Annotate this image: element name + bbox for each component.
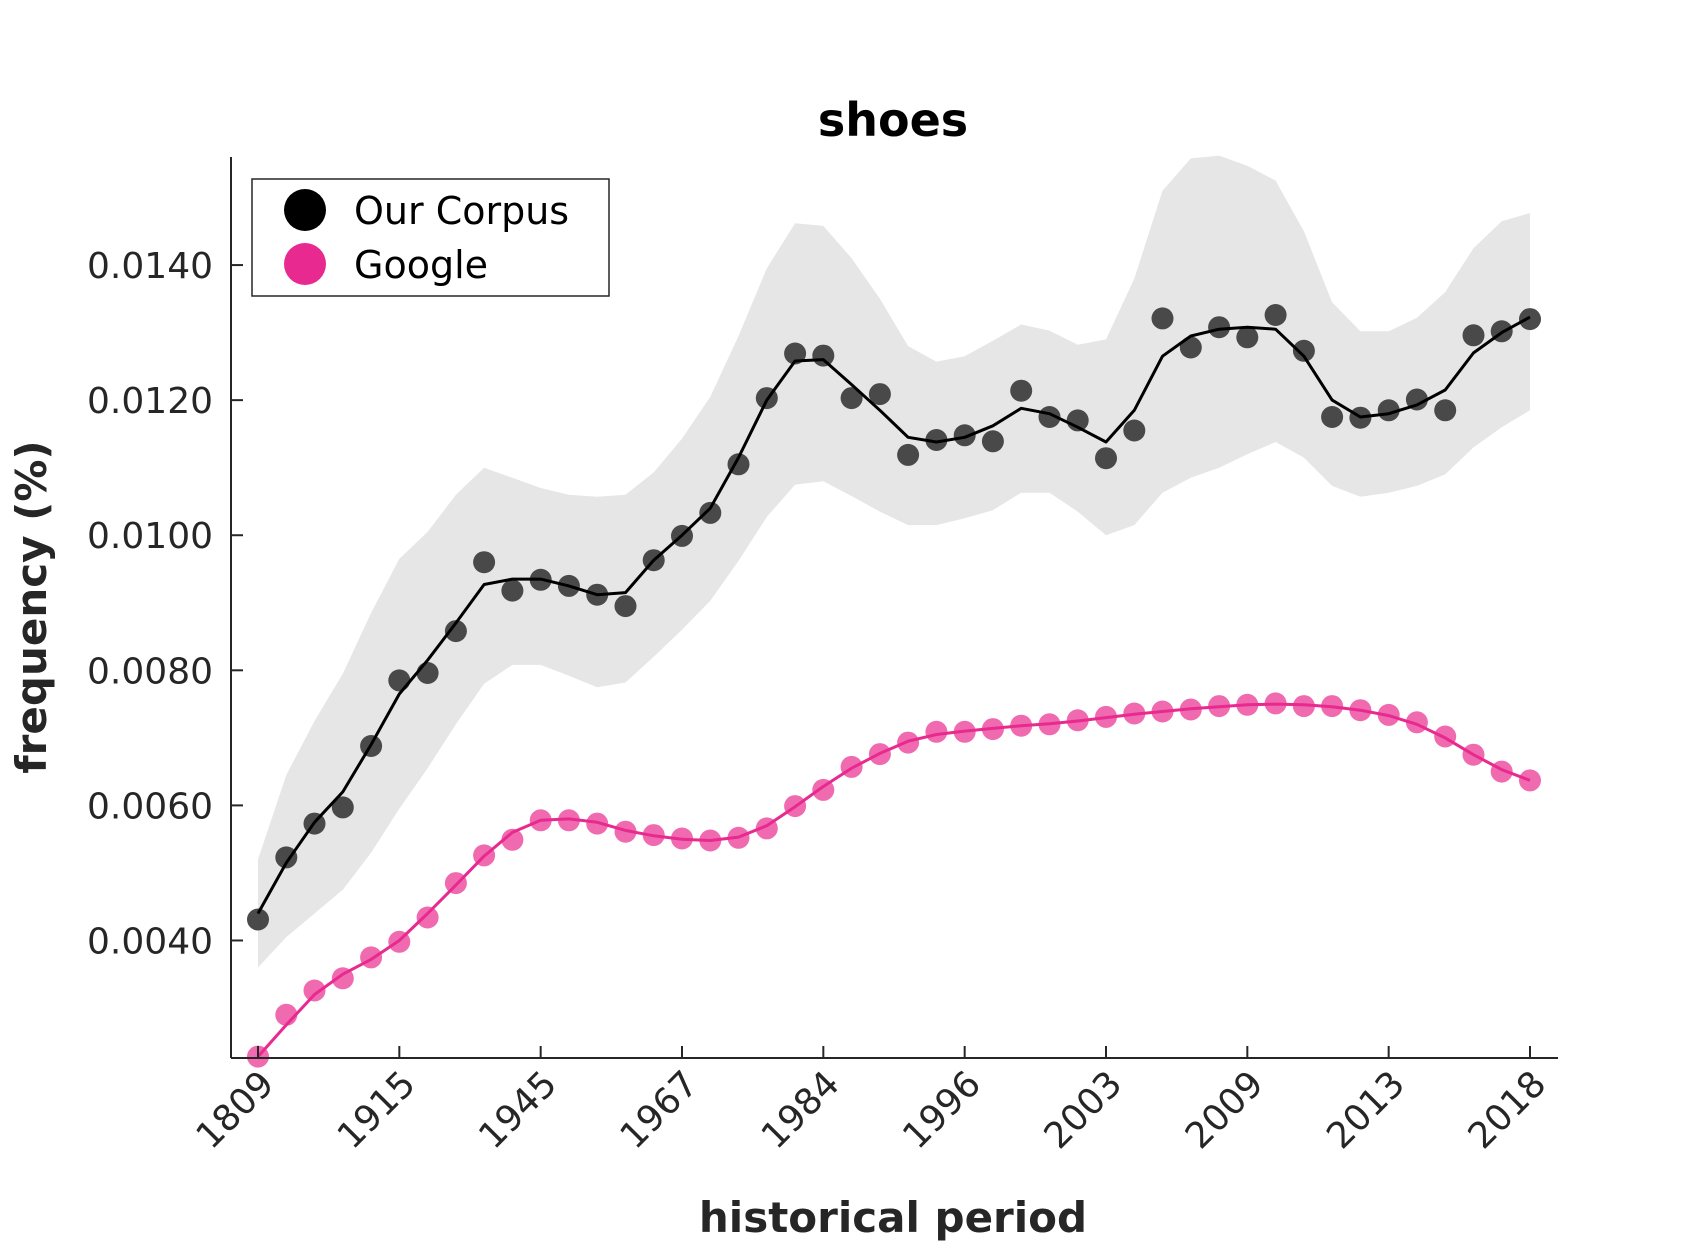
data-point-our-corpus [1236, 326, 1259, 349]
data-point-our-corpus [1123, 419, 1146, 442]
data-point-our-corpus [1321, 406, 1344, 428]
data-point-our-corpus [1434, 399, 1457, 422]
legend-label-our-corpus: Our Corpus [354, 189, 569, 233]
data-point-our-corpus [1095, 447, 1117, 470]
data-point-our-corpus [812, 344, 835, 367]
data-point-our-corpus [784, 342, 807, 365]
data-point-our-corpus [1292, 339, 1315, 362]
x-axis-label: historical period [699, 1193, 1087, 1242]
data-point-our-corpus [953, 424, 976, 447]
data-point-our-corpus [416, 662, 439, 684]
data-point-our-corpus [1151, 307, 1174, 330]
series-line-our-corpus [256, 315, 1531, 915]
data-point-our-corpus [473, 551, 496, 574]
data-point-our-corpus [868, 383, 891, 406]
legend: Our Corpus Google [251, 178, 610, 297]
y-tick-label: 0.0040 [87, 921, 213, 962]
data-point-our-corpus [699, 501, 722, 524]
data-point-our-corpus [840, 387, 863, 410]
data-point-our-corpus [1519, 308, 1541, 331]
data-point-our-corpus [614, 595, 637, 618]
data-point-our-corpus [1179, 336, 1202, 359]
legend-marker-google [284, 243, 326, 285]
data-point-our-corpus [1208, 316, 1231, 339]
y-axis-label: frequency (%) [7, 440, 56, 773]
data-point-our-corpus [1462, 324, 1485, 347]
y-tick-label: 0.0100 [87, 516, 213, 557]
data-point-our-corpus [1264, 304, 1287, 326]
data-point-google [925, 720, 948, 743]
chart-title: shoes [818, 93, 968, 147]
y-tick-label: 0.0120 [87, 381, 213, 422]
legend-marker-our-corpus [284, 189, 326, 231]
y-tick-label: 0.0140 [87, 246, 213, 287]
y-tick-label: 0.0080 [87, 651, 213, 692]
data-point-our-corpus [925, 429, 948, 451]
data-point-google [303, 979, 326, 1002]
data-point-our-corpus [247, 908, 269, 931]
data-point-our-corpus [331, 796, 354, 819]
data-point-our-corpus [981, 430, 1004, 453]
data-point-google [416, 906, 439, 929]
data-point-our-corpus [444, 620, 467, 643]
data-point-our-corpus [501, 579, 524, 602]
data-point-our-corpus [388, 669, 411, 692]
data-point-our-corpus [275, 846, 298, 869]
data-point-our-corpus [897, 443, 920, 466]
data-point-our-corpus [1405, 388, 1428, 411]
series-line-google [256, 702, 1531, 1058]
plot-area [247, 155, 1541, 1068]
legend-label-google: Google [354, 243, 488, 287]
y-tick-label: 0.0060 [87, 786, 213, 827]
data-point-google [501, 828, 524, 851]
data-point-our-corpus [1010, 379, 1033, 402]
confidence-band-our-corpus [258, 155, 1530, 968]
